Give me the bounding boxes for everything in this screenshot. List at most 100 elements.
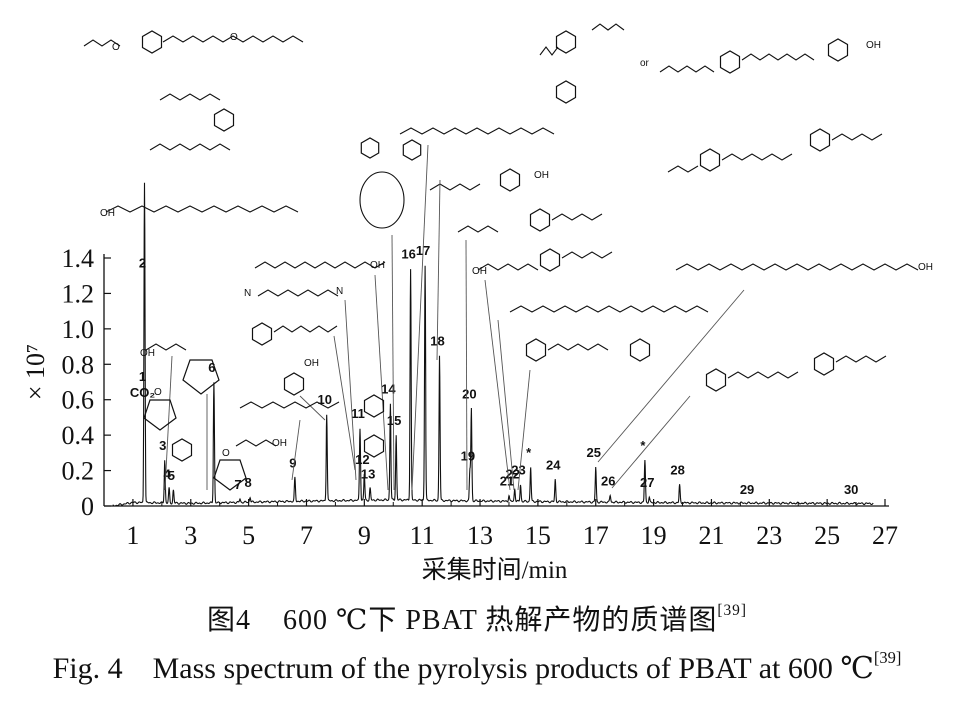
- structure-14-chain: [254, 261, 386, 269]
- structure-8-chain: [235, 439, 277, 447]
- structure-27-chain-bottom: [149, 143, 231, 151]
- x-tick-label: 21: [698, 521, 724, 550]
- x-tick-label: 13: [467, 521, 493, 550]
- structure-23-ring-b: [629, 338, 651, 362]
- peak-labels: 1CO₂234567891011121314151617181920212223…: [130, 243, 859, 497]
- structure-29-open-ring: [719, 50, 741, 74]
- peak-label: *: [526, 445, 532, 460]
- structure-27-ring: [213, 108, 235, 132]
- peak-label: 15: [387, 413, 401, 428]
- structure-21-chain: [477, 263, 539, 271]
- structure-6-cyclopentanone: [182, 359, 220, 395]
- structure-7-o: O: [222, 448, 230, 459]
- caption-en-prefix: Fig. 4: [52, 651, 123, 685]
- leader-line: [411, 144, 429, 491]
- structure-4-chain: [145, 343, 187, 351]
- structure-17-chain: [399, 127, 555, 135]
- atom-label: O: [112, 42, 120, 53]
- structure-21-chain-b: [561, 251, 613, 259]
- caption-en-text: Mass spectrum of the pyrolysis products …: [152, 651, 874, 685]
- structure-26-chain-b: [835, 355, 887, 363]
- structure-19-oh: OH: [100, 208, 115, 219]
- peak-label: 10: [317, 392, 331, 407]
- peak-label: 9: [289, 456, 296, 471]
- peak-label: 1: [139, 369, 146, 384]
- structure-28-chain-right: [162, 35, 304, 43]
- y-tick-label: 1.0: [62, 315, 95, 344]
- structure-16-ring-b: [402, 139, 422, 161]
- structure-25-oh: OH: [918, 262, 933, 273]
- caption-en-ref: [39]: [873, 648, 902, 667]
- y-tick-label: 0.8: [62, 350, 95, 379]
- structure-18-chain: [429, 183, 481, 191]
- structure-16-ring-a: [360, 137, 380, 159]
- structure-3-o: O: [154, 387, 162, 398]
- structure-7-ring: [213, 459, 247, 491]
- peak-label: 4: [163, 466, 171, 481]
- structure-20-chain: [457, 225, 499, 233]
- structure-12-chain: [257, 289, 339, 297]
- structure-30-ring-b: [809, 128, 831, 152]
- caption-chinese: 图4 600 ℃下 PBAT 热解产物的质谱图[39]: [0, 598, 954, 638]
- structure-30-ring-a: [699, 148, 721, 172]
- structure-15-macrocycle: [359, 171, 405, 229]
- peak-label: 28: [670, 463, 684, 478]
- structure-20-ring: [529, 208, 551, 232]
- leader-line: [391, 234, 395, 491]
- x-axis-label: 采集时间/min: [422, 556, 568, 584]
- peak-label: CO₂: [130, 385, 156, 400]
- structure-29-open-ring-2: [827, 38, 849, 62]
- leader-line: [497, 319, 515, 491]
- peak-label: 20: [462, 387, 476, 402]
- structure-29-open-chain-2: [741, 53, 815, 61]
- chromatogram-trace: [112, 182, 874, 507]
- structure-10-oh: OH: [304, 358, 319, 369]
- structure-21-ring: [539, 248, 561, 272]
- structure-3-thf: [143, 399, 177, 431]
- x-tick-label: 5: [242, 521, 255, 550]
- structure-25-chain: [675, 263, 919, 271]
- structure-26-chain: [727, 371, 799, 379]
- leader-line: [436, 179, 441, 361]
- peak-label: 12: [355, 452, 369, 467]
- caption-zh-ref: [39]: [717, 602, 747, 620]
- structure-8-oh: OH: [272, 438, 287, 449]
- y-tick-label: 1.2: [62, 279, 95, 308]
- structure-5-benzene: [171, 438, 193, 462]
- peak-label: 29: [740, 482, 754, 497]
- structure-27-chain-top: [159, 93, 221, 101]
- x-tick-label: 27: [872, 521, 898, 550]
- structure-28-chain-left: [83, 39, 121, 47]
- peak-label: 6: [208, 360, 215, 375]
- peak-label: 23: [511, 463, 525, 478]
- structure-23-ring-a: [525, 338, 547, 362]
- y-tick-label: 0: [81, 492, 94, 521]
- axes: 00.20.40.60.81.01.21.41 3 5 7 9 11 13 15 17 19 21 2…: [21, 244, 898, 584]
- peak-label: *: [640, 438, 646, 453]
- caption-zh-number: 4: [236, 605, 252, 636]
- caption-english: Fig. 4 Mass spectrum of the pyrolysis pr…: [0, 648, 954, 686]
- leader-line: [291, 419, 301, 481]
- structure-12-n-left: N: [244, 288, 251, 299]
- chromatogram-chart: 00.20.40.60.81.01.21.41 3 5 7 9 11 13 15 17 19 21 2…: [21, 23, 933, 584]
- structure-12-n-right: N: [336, 286, 343, 297]
- peak-label: 3: [159, 438, 166, 453]
- structure-28-ring: [141, 30, 163, 54]
- x-tick-label: 23: [756, 521, 782, 550]
- x-tick-label: 3: [184, 521, 197, 550]
- peak-label: 16: [401, 247, 415, 262]
- structure-30-chain-a: [667, 165, 699, 173]
- y-tick-label: 1.4: [62, 244, 95, 273]
- structure-4-oh: OH: [140, 348, 155, 359]
- y-tick-label: 0.6: [62, 386, 95, 415]
- peak-label: 30: [844, 482, 858, 497]
- leader-line: [299, 395, 326, 421]
- structure-29-open-chain: [659, 65, 715, 73]
- chromatogram-line: [112, 182, 874, 507]
- structure-29-ring-a: [555, 30, 577, 54]
- structure-29-chain-a: [591, 23, 625, 31]
- structure-11-ring: [251, 322, 273, 346]
- structure-20-chain-b: [551, 213, 603, 221]
- leader-line: [333, 335, 356, 471]
- leader-line: [597, 289, 745, 463]
